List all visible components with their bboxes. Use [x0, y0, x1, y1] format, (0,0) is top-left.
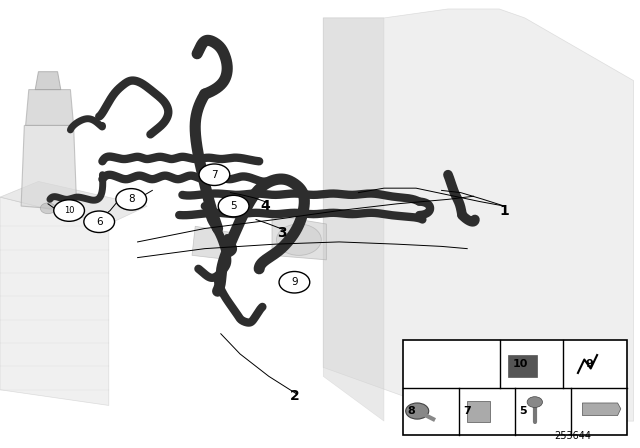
- Text: 9: 9: [586, 359, 593, 369]
- Bar: [509, 355, 538, 377]
- Text: 4: 4: [260, 199, 271, 213]
- Text: 7: 7: [463, 406, 472, 416]
- Polygon shape: [26, 90, 74, 125]
- Polygon shape: [0, 181, 147, 224]
- Text: 3: 3: [276, 226, 287, 240]
- Polygon shape: [192, 226, 234, 260]
- Text: 5: 5: [520, 406, 527, 416]
- Text: 6: 6: [96, 217, 102, 227]
- Polygon shape: [0, 197, 109, 405]
- Circle shape: [406, 403, 429, 419]
- Polygon shape: [35, 72, 61, 90]
- Polygon shape: [21, 125, 77, 211]
- Text: 7: 7: [211, 170, 218, 180]
- Text: 253644: 253644: [554, 431, 591, 441]
- Polygon shape: [323, 18, 384, 421]
- Polygon shape: [323, 9, 634, 421]
- Circle shape: [276, 224, 321, 255]
- Polygon shape: [582, 403, 621, 416]
- Circle shape: [279, 271, 310, 293]
- Circle shape: [218, 195, 249, 217]
- Polygon shape: [272, 215, 326, 260]
- Text: 10: 10: [64, 206, 74, 215]
- Text: 1: 1: [499, 203, 509, 218]
- Circle shape: [84, 211, 115, 233]
- Text: 10: 10: [512, 359, 527, 369]
- Text: 8: 8: [408, 406, 415, 416]
- Circle shape: [527, 397, 543, 408]
- Circle shape: [116, 189, 147, 210]
- Bar: [467, 401, 490, 422]
- Text: 9: 9: [291, 277, 298, 287]
- Text: 2: 2: [289, 389, 300, 404]
- Circle shape: [54, 200, 84, 221]
- Text: 5: 5: [230, 201, 237, 211]
- Circle shape: [199, 164, 230, 185]
- Text: 8: 8: [128, 194, 134, 204]
- Circle shape: [40, 203, 56, 214]
- Bar: [403, 340, 627, 435]
